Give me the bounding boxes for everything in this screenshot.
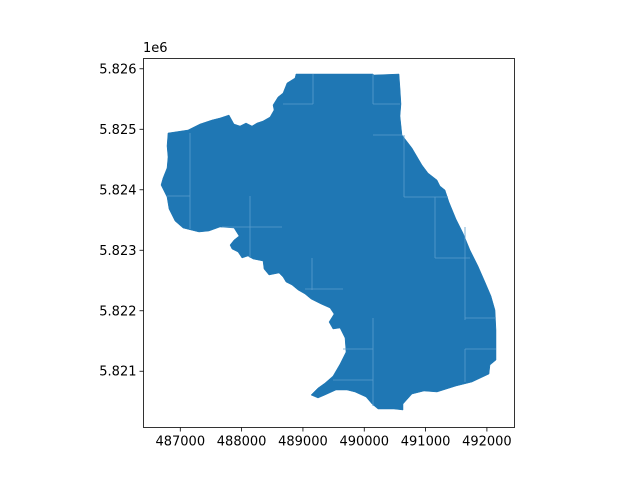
axes-frame — [143, 58, 515, 428]
y-tick-label: 5.823 — [99, 244, 136, 259]
map-region — [160, 73, 497, 411]
x-tick-label: 488000 — [217, 435, 267, 450]
x-tick-label: 490000 — [339, 435, 389, 450]
x-tick-label: 487000 — [155, 435, 205, 450]
y-tick-label: 5.826 — [99, 62, 136, 77]
y-tick-label: 5.822 — [99, 304, 136, 319]
y-axis-ticks: 5.821 5.822 5.823 5.824 5.825 5.826 — [99, 62, 144, 380]
y-tick-label: 5.824 — [99, 183, 136, 198]
plot-area — [160, 73, 497, 411]
x-tick-label: 492000 — [462, 435, 512, 450]
x-tick-label: 491000 — [401, 435, 451, 450]
x-tick-label: 489000 — [278, 435, 328, 450]
y-tick-label: 5.825 — [99, 123, 136, 138]
x-axis-ticks: 487000 488000 489000 490000 491000 492000 — [155, 427, 512, 450]
y-offset-label: 1e6 — [143, 41, 168, 56]
district-boundaries — [167, 74, 496, 406]
y-tick-label: 5.821 — [99, 365, 136, 380]
